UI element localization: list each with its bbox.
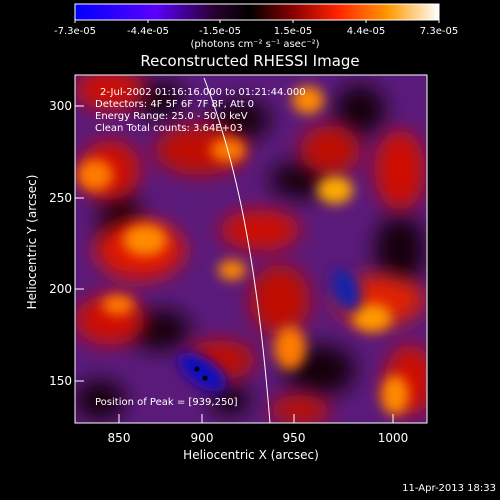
colorbar-tick-label: 7.3e-05 [419, 26, 459, 37]
colorbar-frame [74, 3, 440, 21]
x-tick-label: 1000 [377, 431, 409, 445]
colorbar-tick-label: 4.4e-05 [346, 26, 386, 37]
generation-timestamp: 11-Apr-2013 18:33 [402, 483, 496, 494]
image-blue-regions [177, 268, 362, 392]
y-tick-label: 250 [49, 191, 72, 205]
colorbar-tick-label: -4.4e-05 [127, 26, 169, 37]
peak-position-label: Position of Peak = [939,250] [95, 397, 238, 408]
clean-counts-label: Clean Total counts: 3.64E+03 [95, 123, 243, 134]
x-axis-title: Heliocentric X (arcsec) [183, 448, 319, 462]
energy-range-label: Energy Range: 25.0 - 50.0 keV [95, 111, 248, 122]
y-tick-label: 300 [49, 99, 72, 113]
solar-limb [203, 77, 271, 423]
y-tick-label: 150 [49, 374, 72, 388]
detectors-label: Detectors: 4F 5F 6F 7F 8F, Att 0 [95, 99, 255, 110]
time-range-label: 2-Jul-2002 01:16:16.000 to 01:21:44.000 [100, 87, 306, 98]
x-tick-label: 850 [107, 431, 131, 445]
y-axis-title: Heliocentric Y (arcsec) [25, 174, 39, 310]
image-dark-regions [75, 82, 425, 420]
peak-marker [202, 375, 208, 381]
solar-image [75, 75, 427, 423]
image-bright-regions [77, 86, 409, 415]
peak-marker [194, 366, 200, 372]
colorbar-tick-label: 1.5e-05 [273, 26, 313, 37]
x-tick-label: 900 [190, 431, 214, 445]
colorbar-tick-label: -1.5e-05 [199, 26, 241, 37]
colorbar-tick-label: -7.3e-05 [54, 26, 96, 37]
plot-title: Reconstructed RHESSI Image [140, 52, 360, 70]
x-tick-label: 950 [282, 431, 306, 445]
y-tick-label: 200 [49, 282, 72, 296]
colorbar [74, 3, 440, 23]
colorbar-gradient [75, 4, 439, 20]
colorbar-units: (photons cm⁻² s⁻¹ asec⁻²) [190, 39, 320, 50]
plot-frame [74, 74, 428, 424]
